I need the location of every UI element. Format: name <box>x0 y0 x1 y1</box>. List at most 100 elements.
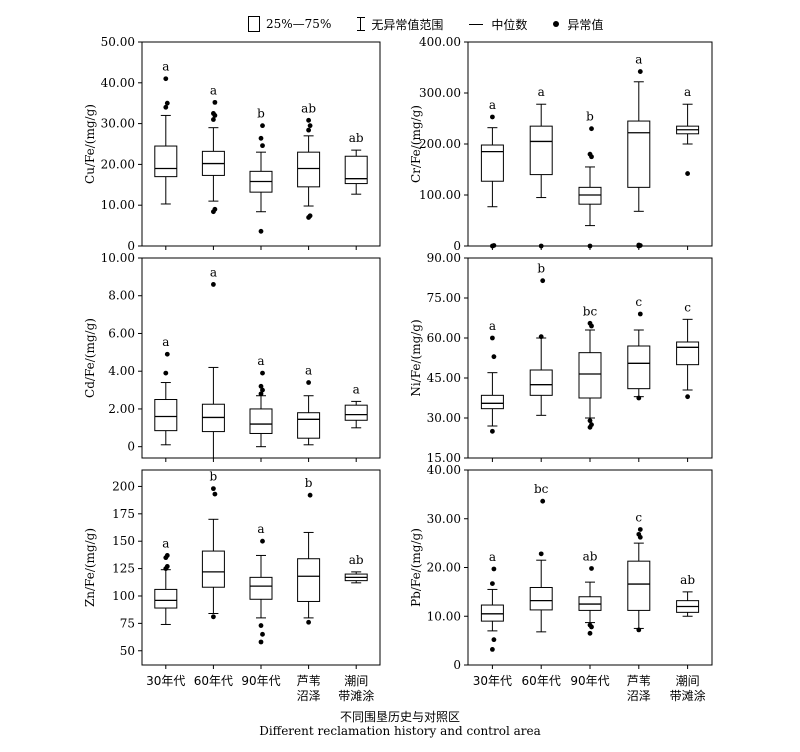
box-4: a <box>297 364 321 446</box>
x-category-label-line: 带滩涂 <box>670 688 706 703</box>
outlier-point <box>636 627 642 633</box>
legend-outlier-symbol <box>553 21 560 27</box>
y-axis-label: Pb/Fe/(mg/g) <box>409 528 423 607</box>
outlier-point <box>306 117 311 123</box>
outlier-point <box>538 243 544 249</box>
significance-letter: ab <box>583 549 598 563</box>
outlier-point <box>491 566 497 572</box>
outlier-point <box>164 564 170 569</box>
y-tick-label: 150 <box>112 534 135 548</box>
outlier-point <box>540 278 546 284</box>
significance-letter: a <box>257 354 264 368</box>
y-tick-label: 4.00 <box>108 364 135 378</box>
significance-letter: a <box>162 335 169 349</box>
y-axis-label: Cd/Fe/(mg/g) <box>83 318 97 398</box>
significance-letter: bc <box>534 482 549 496</box>
box-3: b <box>249 107 273 234</box>
significance-letter: b <box>210 470 218 484</box>
x-category-label-line: 潮间 <box>676 673 700 688</box>
y-tick-label: 40.00 <box>427 463 461 477</box>
outlier-point <box>587 243 593 249</box>
outlier-point <box>587 418 593 424</box>
iqr-box <box>480 144 504 182</box>
significance-letter: a <box>210 83 217 97</box>
outlier-point <box>164 351 170 357</box>
iqr-box <box>578 186 602 205</box>
iqr-box <box>297 412 321 439</box>
iqr-box <box>154 399 178 432</box>
y-tick-label: 10.00 <box>101 251 135 265</box>
legend-box-symbol <box>248 16 260 32</box>
box-2: b <box>201 470 225 620</box>
outlier-point <box>306 127 311 133</box>
iqr-box <box>297 558 321 602</box>
iqr-box <box>627 345 651 390</box>
box-4: c <box>627 510 651 633</box>
x-category-label: 90年代 <box>570 674 609 688</box>
legend-item-outlier: 异常值 <box>553 16 603 33</box>
box-3: bc <box>578 304 602 430</box>
outlier-point <box>212 206 218 212</box>
y-tick-label: 100.00 <box>419 188 461 202</box>
outlier-point <box>637 527 643 532</box>
outlier-point <box>491 637 497 643</box>
y-tick-label: 0 <box>127 440 135 454</box>
outlier-point <box>306 619 311 625</box>
iqr-box <box>344 155 368 185</box>
significance-letter: a <box>489 319 496 333</box>
y-tick-label: 20.00 <box>101 157 135 171</box>
significance-letter: b <box>586 110 594 124</box>
significance-letter: a <box>489 550 496 564</box>
box-2: a <box>201 265 225 459</box>
outlier-point <box>491 354 497 360</box>
x-category-label: 芦苇沼泽 <box>627 674 651 703</box>
significance-letter: ab <box>349 553 364 567</box>
outlier-point <box>490 335 495 341</box>
y-tick-label: 75.00 <box>427 291 461 305</box>
outlier-point <box>538 334 544 340</box>
outlier-point <box>211 486 216 492</box>
y-tick-label: 0 <box>453 239 461 253</box>
outlier-point <box>307 492 313 498</box>
iqr-box <box>344 404 368 421</box>
x-category-label-line: 芦苇 <box>627 674 651 688</box>
box-2: b <box>529 262 553 416</box>
outlier-point <box>589 422 594 428</box>
y-tick-label: 200 <box>112 479 135 493</box>
box-2: a <box>529 85 553 249</box>
y-tick-label: 30.00 <box>101 117 135 131</box>
y-tick-label: 400.00 <box>419 35 461 49</box>
legend-median-symbol <box>469 23 484 25</box>
box-1: a <box>480 98 504 249</box>
y-tick-label: 200.00 <box>419 137 461 151</box>
outlier-point <box>260 370 265 376</box>
legend-item-median: 中位数 <box>469 16 527 33</box>
box-3: a <box>249 354 273 448</box>
legend-box-label: 25%—75% <box>266 17 332 31</box>
legend: 25%—75% 无异常值范围 中位数 异常值 <box>248 14 629 34</box>
iqr-box <box>578 352 602 399</box>
box-1: a <box>480 319 504 434</box>
outlier-point <box>636 242 642 248</box>
outlier-point <box>685 171 690 176</box>
x-category-label: 潮间带滩涂 <box>670 673 706 703</box>
box-4: a <box>627 53 651 249</box>
outlier-point <box>490 647 495 652</box>
y-tick-label: 75 <box>120 616 135 630</box>
x-category-label: 60年代 <box>194 674 233 688</box>
legend-item-box: 25%—75% <box>248 16 331 32</box>
outlier-point <box>258 135 264 141</box>
y-tick-label: 100 <box>112 589 135 603</box>
y-tick-label: 15.00 <box>427 451 461 465</box>
outlier-point <box>163 370 169 376</box>
outlier-point <box>587 320 593 326</box>
outlier-point <box>211 282 216 287</box>
outlier-point <box>258 383 264 389</box>
iqr-box <box>249 408 273 434</box>
x-category-label-line: 带滩涂 <box>338 688 374 703</box>
chart-panel-3: 0 2.00 4.00 6.00 8.00 10.00 Cd/Fe/(mg/g) a a a a a <box>83 251 381 462</box>
x-category-label: 30年代 <box>146 674 185 688</box>
outlier-point <box>491 243 497 248</box>
